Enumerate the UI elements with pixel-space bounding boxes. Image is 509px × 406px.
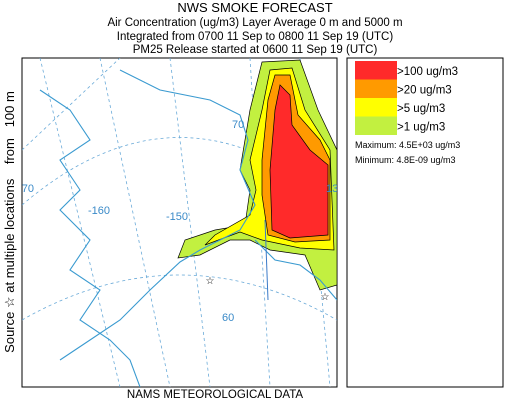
legend-minimum: Minimum: 4.8E-09 ug/m3 — [355, 155, 456, 165]
side-label: Source ☆ at multiple locations from 100 … — [2, 91, 17, 353]
grid-label: -170 — [12, 183, 34, 195]
plume-region — [269, 84, 329, 239]
legend-swatch — [355, 79, 397, 98]
footer: NAMS METEOROLOGICAL DATA — [127, 389, 303, 401]
domain-edge — [264, 219, 269, 301]
legend-label: >100 ug/m3 — [397, 66, 458, 78]
grid-label: 130 — [326, 183, 344, 195]
subtitle: PM25 Release started at 0600 11 Sep 19 (… — [133, 44, 378, 56]
legend-swatch — [355, 61, 397, 80]
source-marker: ☆ — [206, 276, 215, 287]
subtitle: Integrated from 0700 11 Sep to 0800 11 S… — [117, 31, 394, 43]
legend-maximum: Maximum: 4.5E+03 ug/m3 — [355, 140, 460, 150]
title: NWS SMOKE FORECAST — [177, 0, 332, 15]
coastline — [39, 69, 337, 387]
legend-swatch — [355, 116, 397, 135]
grid-label: 70 — [232, 119, 244, 131]
subtitle: Air Concentration (ug/m3) Layer Average … — [107, 17, 402, 29]
source-marker: ☆ — [321, 292, 330, 303]
grid-label: -150 — [166, 211, 188, 223]
grid-label: -160 — [88, 205, 110, 217]
legend-swatch — [355, 98, 397, 117]
legend: >100 ug/m3 >20 ug/m3 >5 ug/m3 >1 ug/m3 — [355, 61, 458, 135]
legend-label: >1 ug/m3 — [397, 122, 445, 134]
legend-label: >20 ug/m3 — [397, 85, 452, 97]
grid-label: 60 — [222, 312, 234, 324]
legend-label: >5 ug/m3 — [397, 103, 445, 115]
map: ☆ ☆ -170 -160 -150 70 60 130 — [12, 57, 344, 388]
